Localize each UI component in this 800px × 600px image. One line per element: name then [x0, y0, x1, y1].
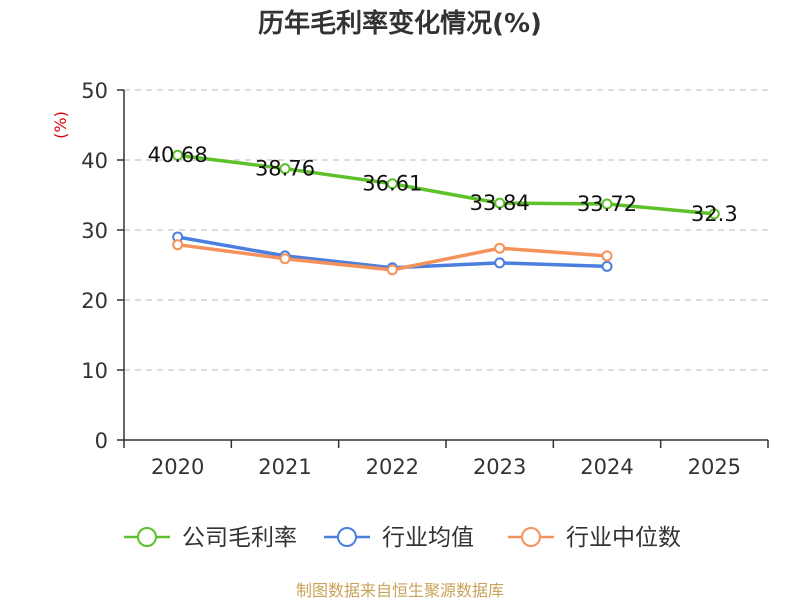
y-tick-label: 40 [81, 149, 108, 173]
y-tick-label: 20 [81, 289, 108, 313]
y-axis-label: (%) [51, 111, 70, 139]
data-point [386, 178, 398, 190]
data-label: 38.76 [255, 157, 315, 181]
data-point [601, 250, 613, 262]
y-tick-label: 0 [95, 429, 108, 453]
data-point [279, 163, 291, 175]
legend: 公司毛利率 行业均值 行业中位数 [124, 525, 681, 551]
legend-marker [337, 527, 357, 547]
data-point [601, 198, 613, 210]
legend-item-0: 公司毛利率 [124, 525, 297, 551]
series-line-0 [175, 153, 717, 216]
data-point [279, 253, 291, 265]
y-tick-label: 50 [81, 79, 108, 103]
data-label: 40.68 [148, 143, 208, 167]
axes: 0 10 20 30 40 50 2020 2021 2022 2023 2024 2025 [81, 79, 769, 479]
x-tick-label: 2025 [688, 455, 741, 479]
legend-label: 行业均值 [382, 525, 474, 551]
data-label: 36.61 [362, 172, 422, 196]
legend-label: 行业中位数 [566, 525, 681, 551]
series [172, 149, 720, 276]
x-tick-label: 2020 [151, 455, 204, 479]
data-label: 33.84 [470, 191, 530, 215]
data-point [386, 264, 398, 276]
legend-item-2: 行业中位数 [508, 525, 681, 551]
legend-label: 公司毛利率 [182, 525, 297, 551]
x-tick-label: 2023 [473, 455, 526, 479]
y-tick-label: 10 [81, 359, 108, 383]
legend-marker [137, 527, 157, 547]
data-labels: 40.68 38.76 36.61 33.84 33.72 32.3 [148, 143, 738, 226]
legend-item-1: 行业均值 [324, 525, 474, 551]
data-point [494, 242, 506, 254]
data-point [172, 149, 184, 161]
x-tick-label: 2022 [366, 455, 419, 479]
data-label: 33.72 [577, 192, 637, 216]
data-point [708, 208, 720, 220]
data-point [494, 197, 506, 209]
y-tick-label: 30 [81, 219, 108, 243]
data-point [601, 260, 613, 272]
x-tick-label: 2021 [258, 455, 311, 479]
data-point [494, 257, 506, 269]
chart-title: 历年毛利率变化情况(%) [258, 8, 542, 39]
source-note: 制图数据来自恒生聚源数据库 [296, 581, 504, 600]
legend-marker [521, 527, 541, 547]
data-label: 32.3 [691, 202, 738, 226]
data-point [172, 239, 184, 251]
grid [124, 89, 768, 371]
x-tick-label: 2024 [580, 455, 633, 479]
